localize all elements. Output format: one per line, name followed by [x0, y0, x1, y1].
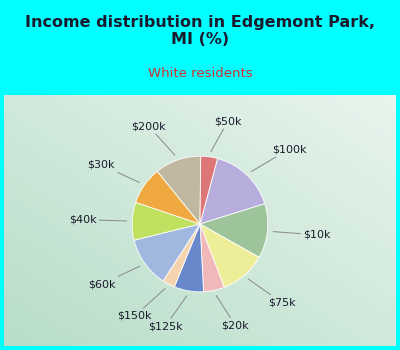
Text: White residents: White residents	[148, 67, 252, 80]
Wedge shape	[200, 204, 268, 257]
Text: $50k: $50k	[211, 116, 242, 152]
Wedge shape	[200, 156, 218, 224]
Text: $75k: $75k	[248, 279, 295, 307]
Wedge shape	[132, 202, 200, 240]
Text: $40k: $40k	[69, 215, 127, 225]
Wedge shape	[200, 224, 224, 292]
Wedge shape	[134, 224, 200, 281]
Wedge shape	[136, 171, 200, 224]
Wedge shape	[157, 156, 201, 224]
Wedge shape	[174, 224, 204, 292]
Text: $100k: $100k	[251, 144, 306, 172]
Text: $60k: $60k	[88, 266, 140, 289]
Text: $20k: $20k	[216, 295, 249, 330]
Text: Income distribution in Edgemont Park,
MI (%): Income distribution in Edgemont Park, MI…	[25, 15, 375, 47]
Text: $150k: $150k	[118, 288, 165, 321]
Text: $200k: $200k	[131, 121, 175, 155]
Text: $125k: $125k	[148, 296, 187, 331]
Wedge shape	[163, 224, 200, 287]
Wedge shape	[200, 159, 265, 224]
Wedge shape	[200, 224, 259, 287]
Text: $30k: $30k	[87, 160, 140, 182]
Text: $10k: $10k	[273, 230, 330, 240]
